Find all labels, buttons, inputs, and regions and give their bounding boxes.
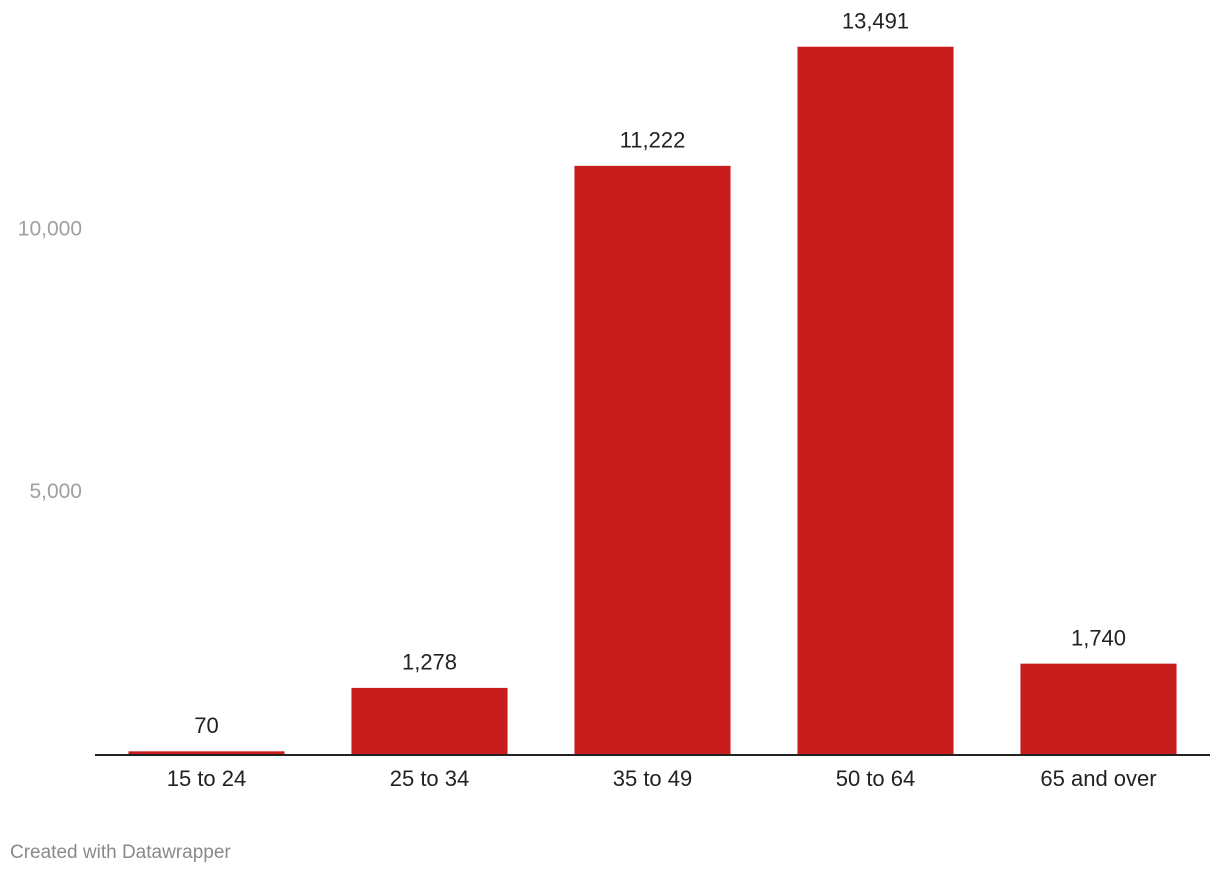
bar <box>797 46 954 756</box>
x-tick-label: 50 to 64 <box>836 766 916 791</box>
bar <box>1020 663 1177 755</box>
bar <box>128 751 285 755</box>
value-label: 1,740 <box>1071 625 1126 650</box>
x-tick-label: 15 to 24 <box>167 766 247 791</box>
credit: Created with Datawrapper <box>10 842 231 863</box>
bar <box>351 687 508 755</box>
y-tick-label: 10,000 <box>18 218 82 241</box>
x-tick-label: 35 to 49 <box>613 766 693 791</box>
value-label: 13,491 <box>842 9 909 34</box>
value-label: 70 <box>194 713 218 738</box>
value-label: 11,222 <box>620 128 686 153</box>
x-tick-label: 25 to 34 <box>390 766 470 791</box>
y-tick-label: 5,000 <box>29 480 82 503</box>
value-label: 1,278 <box>402 650 457 675</box>
x-tick-label: 65 and over <box>1040 766 1156 791</box>
bar <box>574 165 731 756</box>
